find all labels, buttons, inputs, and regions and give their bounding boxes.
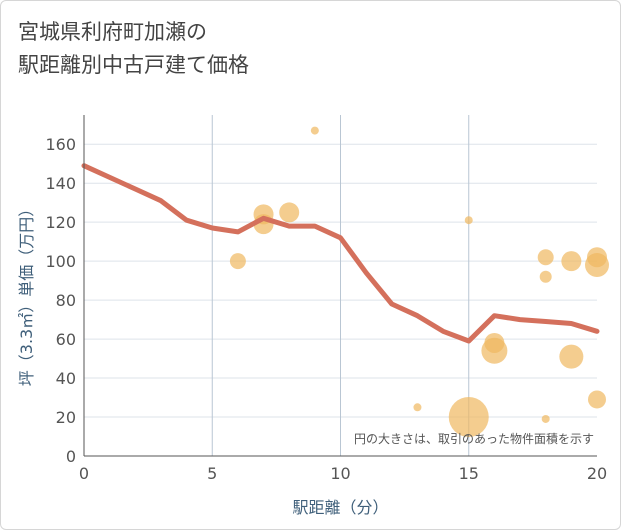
x-tick-label: 5 [207,464,217,483]
x-axis-title: 駅距離（分） [292,498,388,517]
bubble-point [559,344,584,369]
bubble-point [310,126,319,135]
x-tick-label: 15 [459,464,479,483]
size-note: 円の大きさは、取引のあった物件面積を示す [354,431,594,446]
bubble-point [541,414,550,423]
bubble-point [585,253,609,278]
y-tick-label: 160 [45,135,76,154]
title-line-1: 宮城県利府町加瀬の [18,20,207,44]
y-tick-label: 140 [45,174,76,193]
y-tick-label: 80 [56,291,76,310]
y-tick-label: 20 [56,408,76,427]
axes [83,115,597,457]
bubble-point [537,249,554,266]
y-tick-label: 40 [56,369,76,388]
y-tick-label: 120 [45,213,76,232]
bubble-point [279,202,300,223]
x-tick-label: 20 [587,464,607,483]
tick-labels: 0 20 40 60 80 100 120 140 160 0 5 10 15 20 [45,135,607,483]
chart-title: 宮城県利府町加瀬の 駅距離別中古戸建て価格 [18,16,249,82]
y-axis-title: 坪（3.3㎡）単価（万円） [17,201,36,386]
bubble-point [588,390,606,409]
y-tick-label: 100 [45,252,76,271]
bubble-point [539,270,552,283]
line-series [81,163,600,344]
average-price-line [81,163,600,344]
x-tick-label: 10 [330,464,350,483]
bubble-series [229,126,609,438]
bubble-point [484,332,505,353]
bubble-point [413,403,422,412]
title-line-2: 駅距離別中古戸建て価格 [18,53,249,77]
y-tick-label: 60 [56,330,76,349]
bubble-point [448,397,489,438]
y-tick-label: 0 [66,447,76,466]
bubble-point [561,251,582,272]
bubble-point [229,253,246,270]
grid [84,115,597,456]
bubble-point [464,216,473,225]
x-tick-label: 0 [79,464,89,483]
